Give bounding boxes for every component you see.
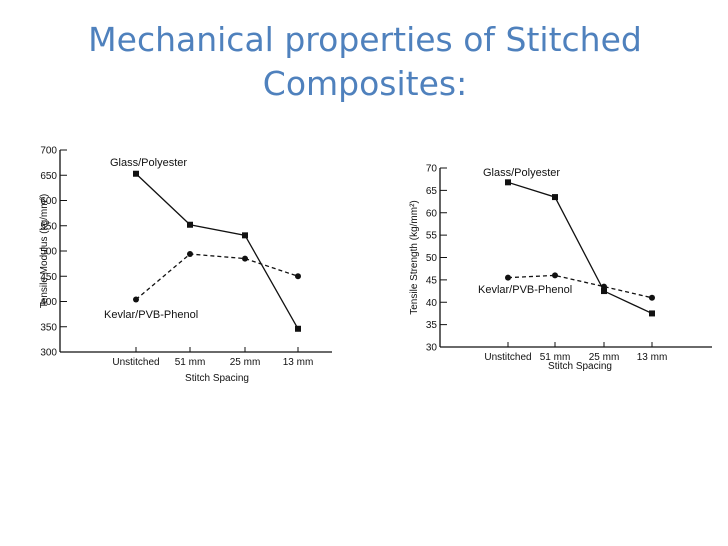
data-point-square [133,170,139,177]
data-point-circle [242,255,248,262]
y-tick-label: 600 [40,196,57,207]
data-point-square [187,221,193,228]
x-tick-label: 51 mm [175,357,206,368]
x-tick-label: 25 mm [230,357,261,368]
data-point-square [242,232,248,239]
y-tick-label: 550 [40,221,57,232]
y-tick-label: 650 [40,171,57,182]
y-tick-label: 700 [40,146,57,157]
x-axis-title: Stitch Spacing [185,373,249,384]
y-tick-label: 300 [40,348,57,359]
y-tick-label: 500 [40,247,57,258]
y-axis-title: Tensile Modulus (kg/mm²) [39,194,50,308]
data-point-circle [295,273,301,280]
x-tick-label: 13 mm [283,357,314,368]
slide-title-line-1: Mechanical properties of Stitched [88,20,642,59]
data-point-circle [133,296,139,303]
series-line-glass-polyester [135,173,299,330]
data-point-square [295,325,301,332]
x-tick-label: Unstitched [112,357,159,368]
y-tick-label: 400 [40,297,57,308]
y-tick-label: 350 [40,322,57,333]
y-tick-label: 450 [40,272,57,283]
slide-title-line-2: Composites: [262,64,468,103]
series-label: Glass/Polyester [110,157,187,169]
data-point-circle [187,251,193,258]
slide-title: Mechanical properties of Stitched Compos… [60,18,670,106]
series-label: Kevlar/PVB-Phenol [104,309,198,321]
series-line-kevlar-pvb-phenol [135,253,299,300]
